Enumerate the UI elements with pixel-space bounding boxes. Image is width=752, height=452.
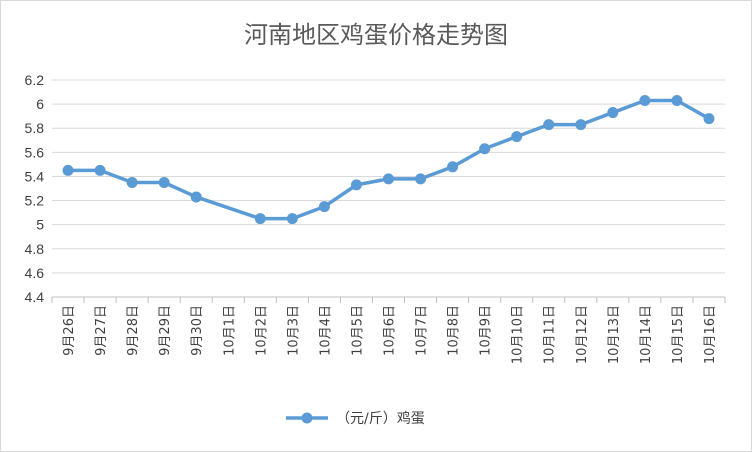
data-point <box>415 173 427 185</box>
x-tick-label: 10月9日 <box>479 305 494 356</box>
x-axis: 9月26日 9月27日 9月28日 9月29日 9月30日 10月1日 10月2日 10月3日… <box>51 296 726 364</box>
x-tick-label: 9月28日 <box>126 305 141 356</box>
y-tick-label: 6.2 <box>25 72 45 88</box>
data-point <box>126 176 138 188</box>
data-point <box>318 201 330 213</box>
x-tick-label: 10月4日 <box>318 305 333 356</box>
x-tick-label: 9月26日 <box>62 305 77 356</box>
data-point <box>447 161 459 173</box>
data-point <box>94 164 106 176</box>
y-tick-label: 4.6 <box>25 265 45 281</box>
x-tick-label: 10月8日 <box>447 305 462 356</box>
x-tick-label: 9月29日 <box>158 305 173 356</box>
data-point <box>254 213 266 225</box>
data-point <box>543 119 555 131</box>
data-point <box>286 213 298 225</box>
series-line <box>66 98 711 221</box>
legend: （元/斤）鸡蛋 <box>286 410 425 427</box>
x-tick-label: 9月27日 <box>94 305 109 356</box>
x-tick-label: 10月2日 <box>254 305 269 356</box>
gridlines <box>52 79 725 298</box>
x-tick-label: 10月3日 <box>286 305 301 356</box>
x-tick-label: 10月14日 <box>639 305 654 364</box>
data-point <box>511 131 523 143</box>
y-axis-ticks: 4.4 4.6 4.8 5 5.2 5.4 5.6 5.8 6 6.2 <box>25 72 45 305</box>
data-point <box>671 94 683 106</box>
x-tick-label: 10月15日 <box>671 305 686 364</box>
data-point <box>639 94 651 106</box>
x-tick-label: 9月30日 <box>190 305 205 356</box>
y-tick-label: 5.8 <box>25 120 45 136</box>
x-tick-label: 10月16日 <box>703 305 718 364</box>
y-tick-label: 5.4 <box>25 168 45 184</box>
x-tick-label: 10月6日 <box>383 305 398 356</box>
data-point <box>350 179 362 191</box>
y-tick-label: 5 <box>36 217 44 233</box>
y-tick-label: 4.8 <box>25 241 45 257</box>
data-point <box>575 119 587 131</box>
data-point <box>158 176 170 188</box>
y-tick-label: 5.6 <box>25 144 45 160</box>
y-tick-label: 4.4 <box>25 289 45 305</box>
data-point <box>190 191 202 203</box>
data-point <box>607 107 619 119</box>
legend-label: （元/斤）鸡蛋 <box>336 410 425 427</box>
series-egg-price <box>62 94 715 225</box>
legend-marker <box>301 412 313 424</box>
data-point <box>703 113 715 125</box>
x-tick-label: 10月11日 <box>543 305 558 364</box>
y-tick-label: 5.2 <box>25 193 45 209</box>
x-tick-label: 10月5日 <box>350 305 365 356</box>
x-tick-label: 10月7日 <box>415 305 430 356</box>
data-point <box>383 173 394 185</box>
x-tick-label: 10月1日 <box>222 305 237 356</box>
chart-title: 河南地区鸡蛋价格走势图 <box>244 21 508 49</box>
x-tick-label: 10月12日 <box>575 305 590 364</box>
data-point <box>479 143 491 155</box>
y-tick-label: 6 <box>36 96 44 112</box>
x-tick-label: 10月10日 <box>511 305 526 364</box>
data-point <box>62 164 74 176</box>
x-tick-label: 10月13日 <box>607 305 622 364</box>
